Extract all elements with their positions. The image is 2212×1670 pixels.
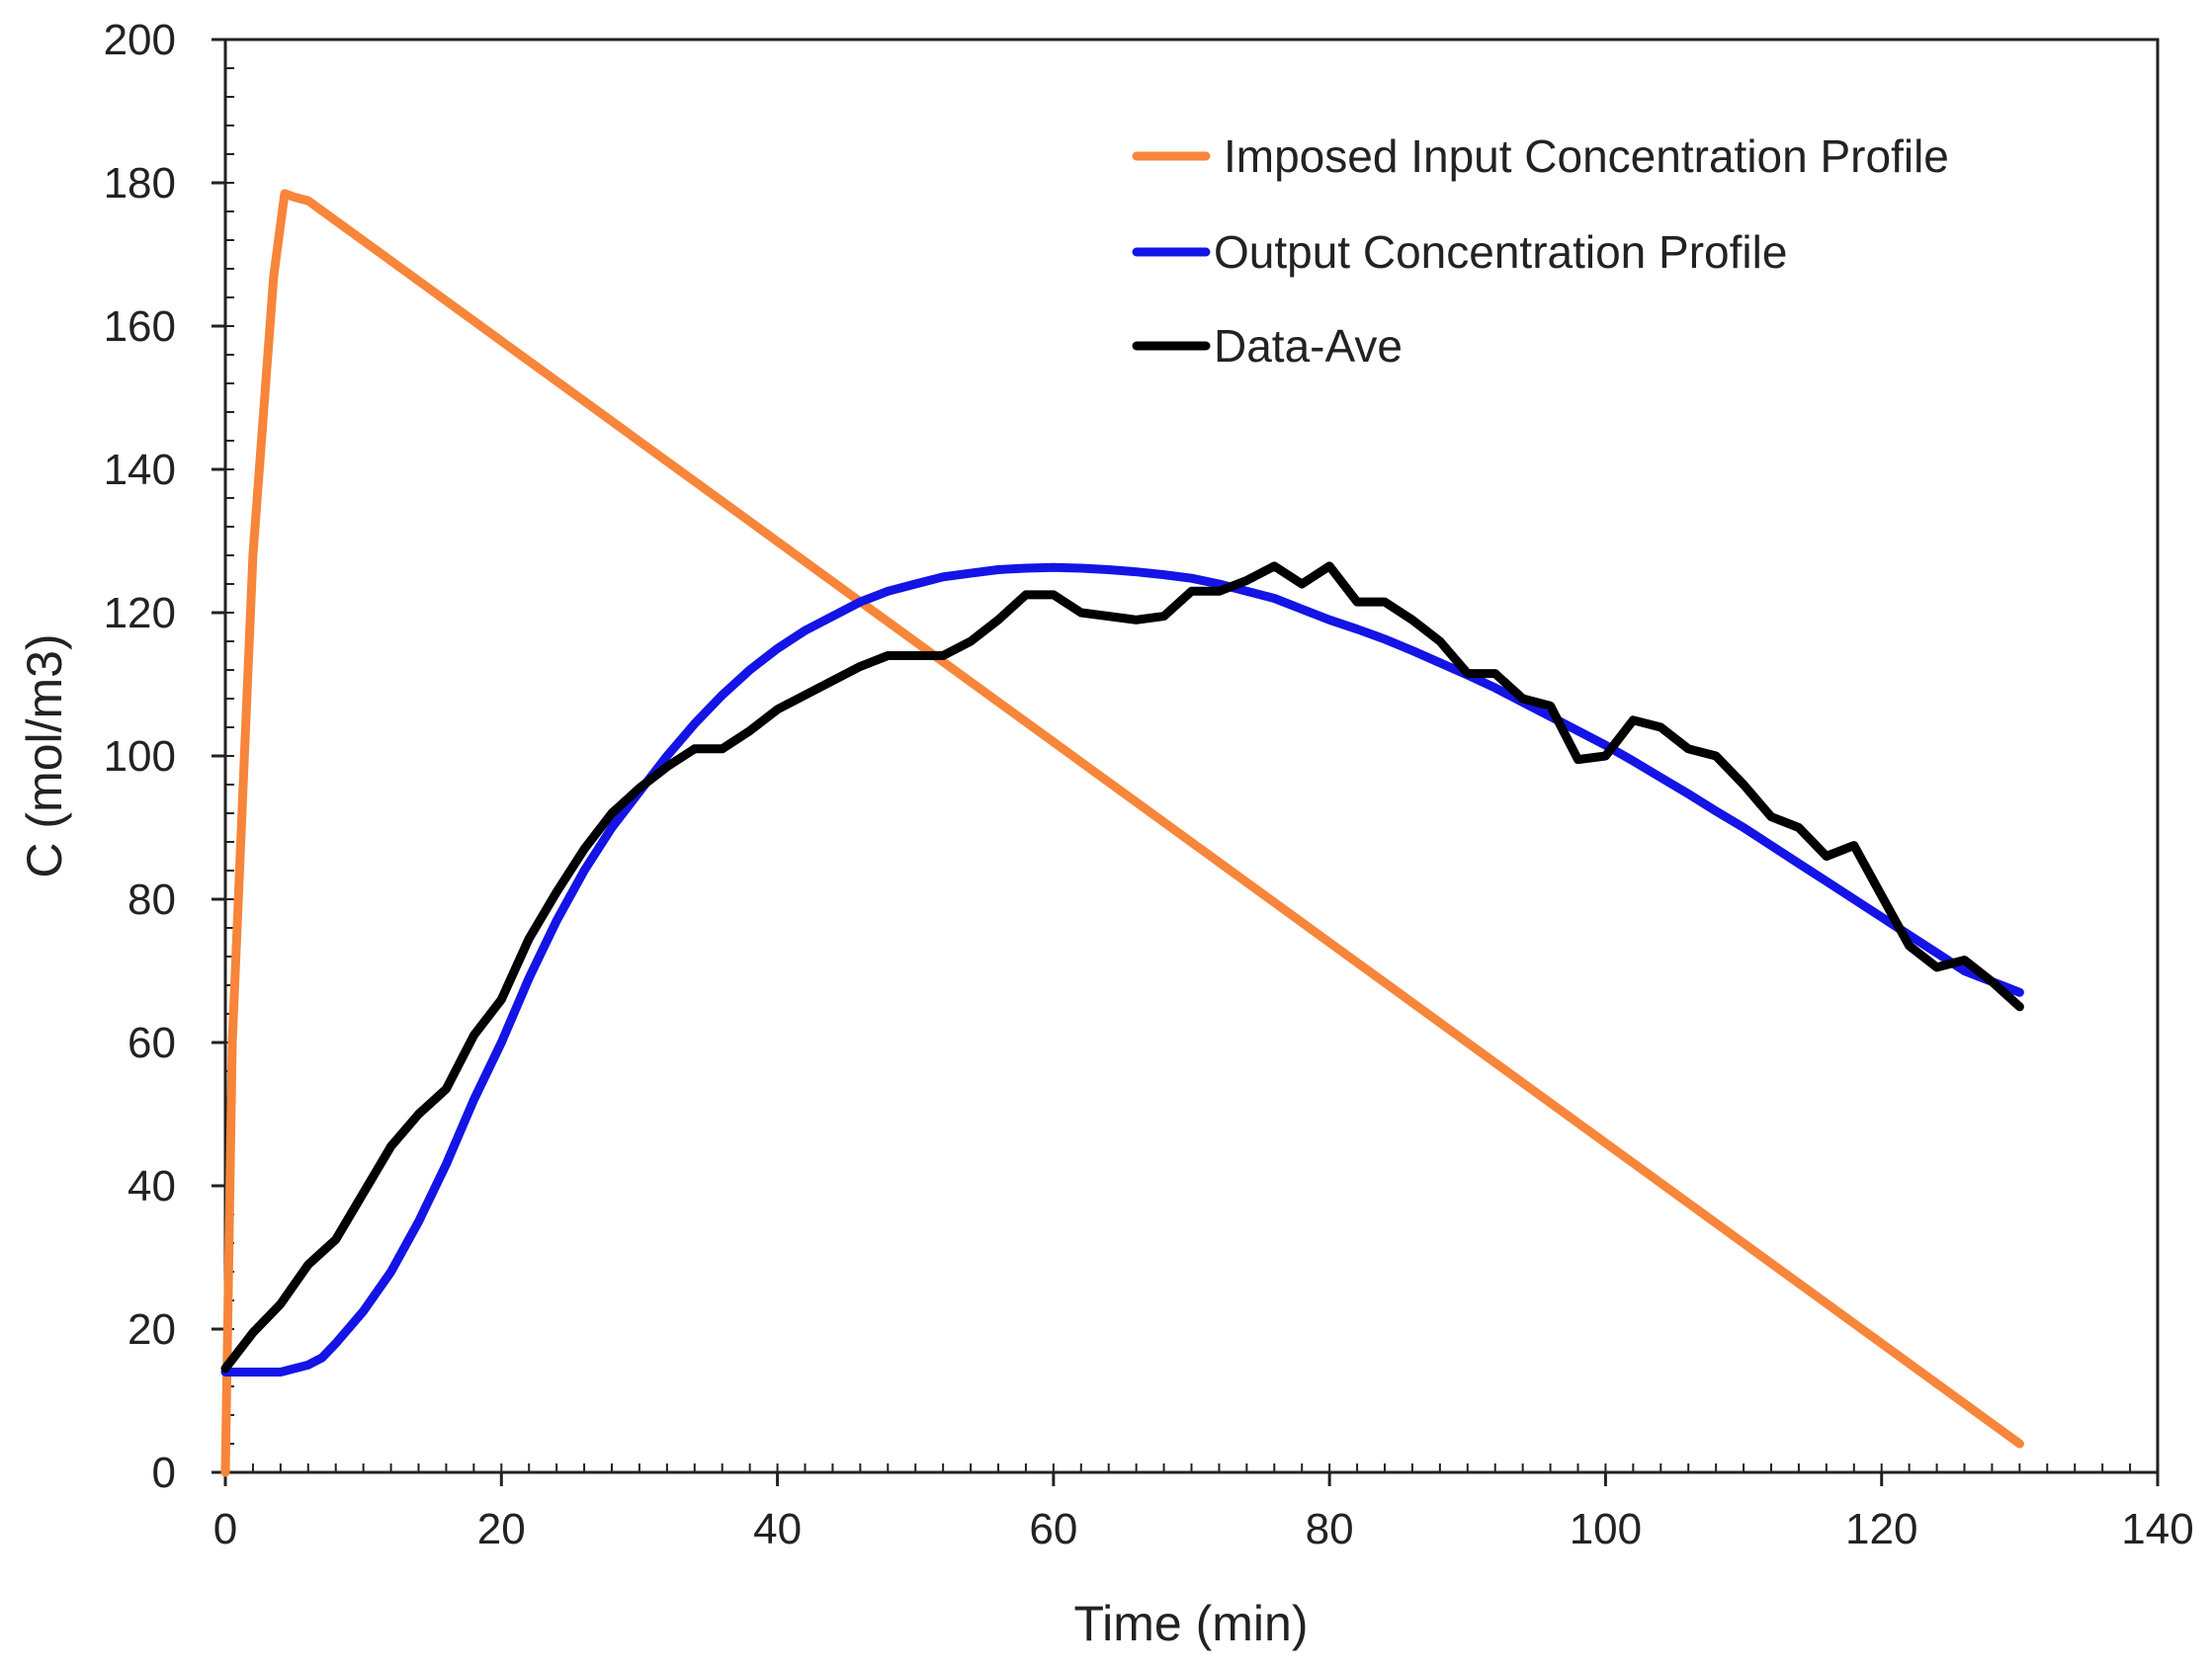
y-tick-label: 200 [104, 16, 176, 64]
x-tick-label: 100 [1570, 1505, 1642, 1553]
y-tick-label: 160 [104, 302, 176, 351]
x-tick-label: 60 [1029, 1505, 1077, 1553]
series-line-output [220, 562, 2024, 1377]
y-tick-label: 40 [128, 1162, 176, 1211]
x-tick-label: 40 [753, 1505, 802, 1553]
x-tick-label: 80 [1306, 1505, 1354, 1553]
x-axis-title: Time (min) [1073, 1596, 1308, 1651]
legend-label: Imposed Input Concentration Profile [1224, 130, 1949, 182]
x-tick-label: 20 [477, 1505, 526, 1553]
x-tick-labels: 0 20 40 60 80 100 120 140 [213, 1505, 2194, 1553]
series-lines [220, 189, 2024, 1477]
y-tick-label: 0 [152, 1449, 176, 1497]
y-axis-title: C (mol/m3) [17, 633, 72, 877]
x-tick-label: 120 [1845, 1505, 1917, 1553]
major-ticks [212, 38, 2160, 1486]
x-tick-label: 140 [2121, 1505, 2193, 1553]
series-line-input [220, 189, 2024, 1477]
y-tick-label: 120 [104, 589, 176, 637]
plot-area [223, 38, 2160, 1474]
minor-ticks [224, 39, 2159, 1473]
y-tick-label: 60 [128, 1019, 176, 1067]
y-tick-label: 140 [104, 446, 176, 494]
legend-label: Output Concentration Profile [1214, 226, 1787, 278]
y-tick-label: 180 [104, 159, 176, 208]
legend-label: Data-Ave [1214, 320, 1403, 372]
series-line-data-ave [220, 561, 2024, 1374]
y-tick-label: 80 [128, 876, 176, 924]
y-tick-label: 20 [128, 1305, 176, 1354]
x-tick-label: 0 [213, 1505, 237, 1553]
y-tick-labels: 0 20 40 60 80 100 120 140 160 180 200 [104, 16, 176, 1497]
legend: Imposed Input Concentration Profile Outpu… [1132, 130, 1949, 372]
y-tick-label: 100 [104, 732, 176, 781]
